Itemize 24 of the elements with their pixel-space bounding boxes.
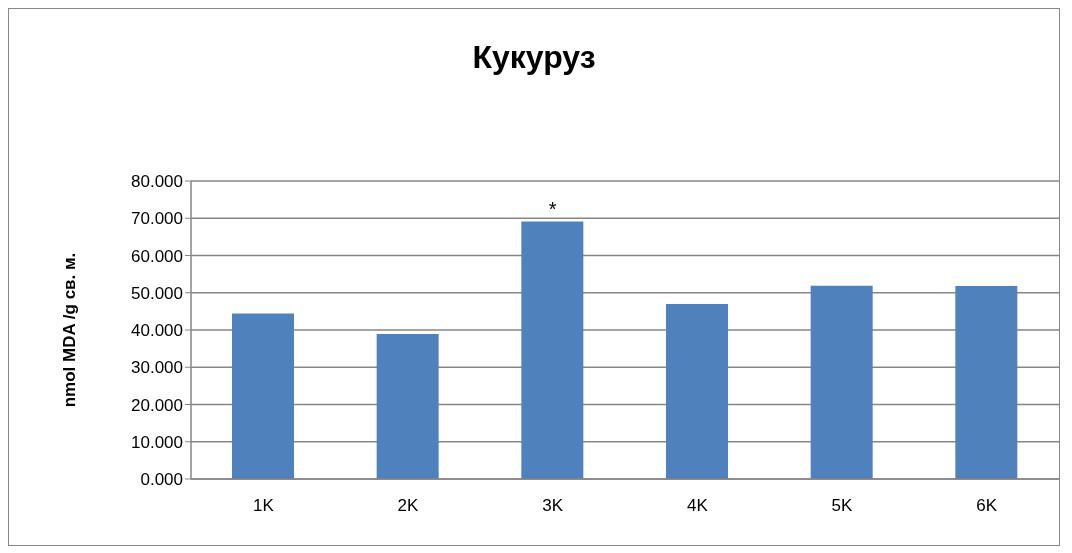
bar (810, 285, 873, 479)
bar (376, 334, 439, 479)
bar (232, 313, 294, 479)
y-tick-label: 40.000 (131, 321, 183, 341)
y-tick-label: 10.000 (131, 432, 183, 452)
y-tick-label: 20.000 (131, 395, 183, 415)
bar (521, 221, 584, 479)
bar (955, 286, 1018, 479)
x-tick-label: 1K (252, 496, 275, 516)
x-tick-label: 5K (831, 496, 854, 516)
y-tick-label: 30.000 (131, 358, 183, 378)
x-tick-label: 6K (976, 496, 998, 516)
chart-title: Кукуруз (471, 39, 597, 76)
x-tick-label: 4K (686, 496, 709, 516)
y-axis-title: nmol MDA /g св. м. (60, 252, 80, 408)
bar (666, 303, 728, 479)
y-tick-label: 60.000 (131, 246, 183, 266)
y-tick-label: 0.000 (140, 470, 183, 490)
y-tick-label: 70.000 (131, 209, 183, 229)
x-tick-label: 2K (397, 496, 420, 516)
y-tick-label: 50.000 (131, 283, 183, 303)
annotation: * (548, 197, 557, 220)
x-tick-label: 3K (542, 496, 564, 516)
y-tick-label: 80.000 (131, 172, 183, 192)
